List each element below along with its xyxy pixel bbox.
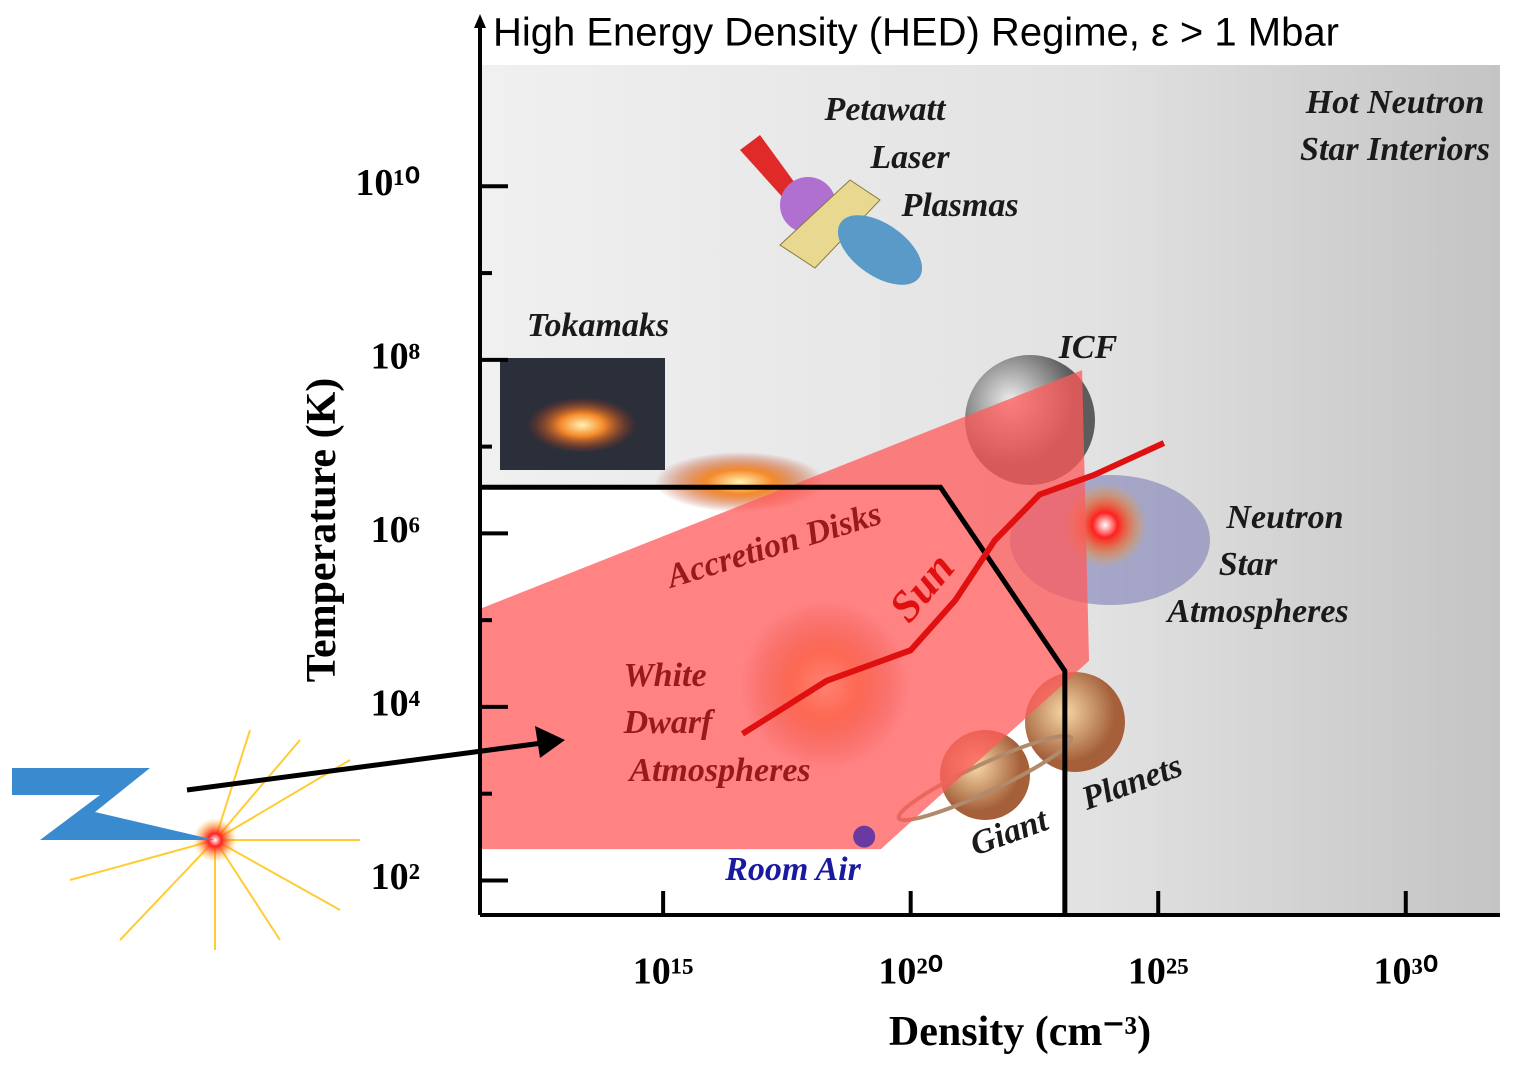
region-label: White bbox=[623, 657, 706, 694]
room-air-label: Room Air bbox=[724, 851, 861, 888]
x-tick-label: 10³⁰ bbox=[1373, 951, 1438, 993]
region-label: Tokamaks bbox=[527, 307, 669, 344]
laser-plate bbox=[779, 179, 881, 269]
region-label: Petawatt bbox=[824, 91, 947, 128]
x-axis-label: Density (cm⁻³) bbox=[889, 1009, 1151, 1055]
region-label: ICF bbox=[1058, 329, 1118, 366]
lab-region bbox=[480, 370, 1090, 850]
region-label: Neutron bbox=[1225, 499, 1343, 536]
y-tick-label: 10² bbox=[371, 856, 420, 898]
region-label: Atmospheres bbox=[1165, 593, 1348, 630]
laser-capsule bbox=[837, 215, 923, 285]
title: High Energy Density (HED) Regime, ε > 1 … bbox=[493, 11, 1339, 55]
y-tick-label: 10⁸ bbox=[371, 336, 420, 378]
y-axis-label: Temperature (K) bbox=[299, 378, 345, 682]
x-tick-label: 10¹⁵ bbox=[633, 951, 694, 993]
region-label: Atmospheres bbox=[627, 752, 810, 789]
region-label: Star Interiors bbox=[1300, 131, 1490, 168]
x-tick-label: 10²⁰ bbox=[878, 951, 943, 993]
y-tick-label: 10⁴ bbox=[371, 683, 421, 725]
region-label: Plasmas bbox=[900, 187, 1018, 224]
laser-beam bbox=[740, 135, 800, 200]
jupiter bbox=[1025, 672, 1125, 772]
tokamak-plasma bbox=[527, 397, 637, 453]
region-label: Dwarf bbox=[623, 704, 716, 741]
y-tick-label: 10¹⁰ bbox=[355, 162, 420, 204]
sun-curve bbox=[740, 440, 1166, 737]
y-tick-label: 10⁶ bbox=[371, 509, 420, 551]
region-label: Laser bbox=[869, 139, 950, 176]
x-tick-label: 10²⁵ bbox=[1128, 951, 1189, 993]
room-air-point bbox=[853, 825, 876, 848]
region-label: Hot Neutron bbox=[1305, 84, 1485, 121]
hed-boundary bbox=[480, 484, 1068, 915]
y-axis-arrow bbox=[474, 14, 486, 28]
z-logo bbox=[12, 726, 565, 950]
region-label: Star bbox=[1219, 546, 1278, 583]
